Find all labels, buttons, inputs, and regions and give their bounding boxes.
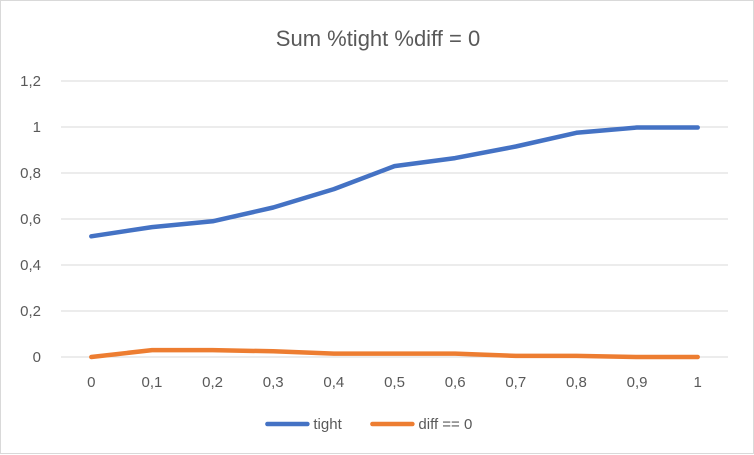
- gridlines: [61, 80, 728, 358]
- x-tick-label: 0,9: [627, 374, 648, 391]
- x-tick-label: 1: [694, 374, 702, 391]
- legend-label: tight: [313, 416, 342, 433]
- y-tick-label: 0: [33, 349, 41, 366]
- x-tick-label: 0,6: [445, 374, 466, 391]
- x-tick-label: 0: [87, 374, 95, 391]
- x-tick-label: 0,3: [263, 374, 284, 391]
- x-tick-label: 0,1: [142, 374, 163, 391]
- series-line-diff-0: [89, 347, 700, 360]
- y-tick-label: 0,8: [20, 165, 41, 182]
- y-tick-label: 0,2: [20, 303, 41, 320]
- x-tick-label: 0,7: [505, 374, 526, 391]
- series-lines: [89, 125, 700, 360]
- x-tick-label: 0,8: [566, 374, 587, 391]
- y-tick-label: 0,4: [20, 257, 41, 274]
- x-axis-ticks: 0 0,1 0,2 0,3 0,4 0,5 0,6 0,7 0,8 0,9 1: [87, 374, 702, 391]
- x-tick-label: 0,2: [202, 374, 223, 391]
- x-tick-label: 0,4: [323, 374, 344, 391]
- x-tick-label: 0,5: [384, 374, 405, 391]
- y-tick-label: 0,6: [20, 211, 41, 228]
- y-tick-label: 1: [33, 119, 41, 136]
- series-line-tight: [89, 125, 700, 239]
- legend-label: diff == 0: [418, 416, 472, 433]
- legend: tight diff == 0: [265, 416, 472, 433]
- y-tick-label: 1,2: [20, 73, 41, 90]
- y-axis-ticks: 0 0,2 0,4 0,6 0,8 1 1,2: [20, 73, 41, 366]
- chart-title: Sum %tight %diff = 0: [276, 26, 480, 51]
